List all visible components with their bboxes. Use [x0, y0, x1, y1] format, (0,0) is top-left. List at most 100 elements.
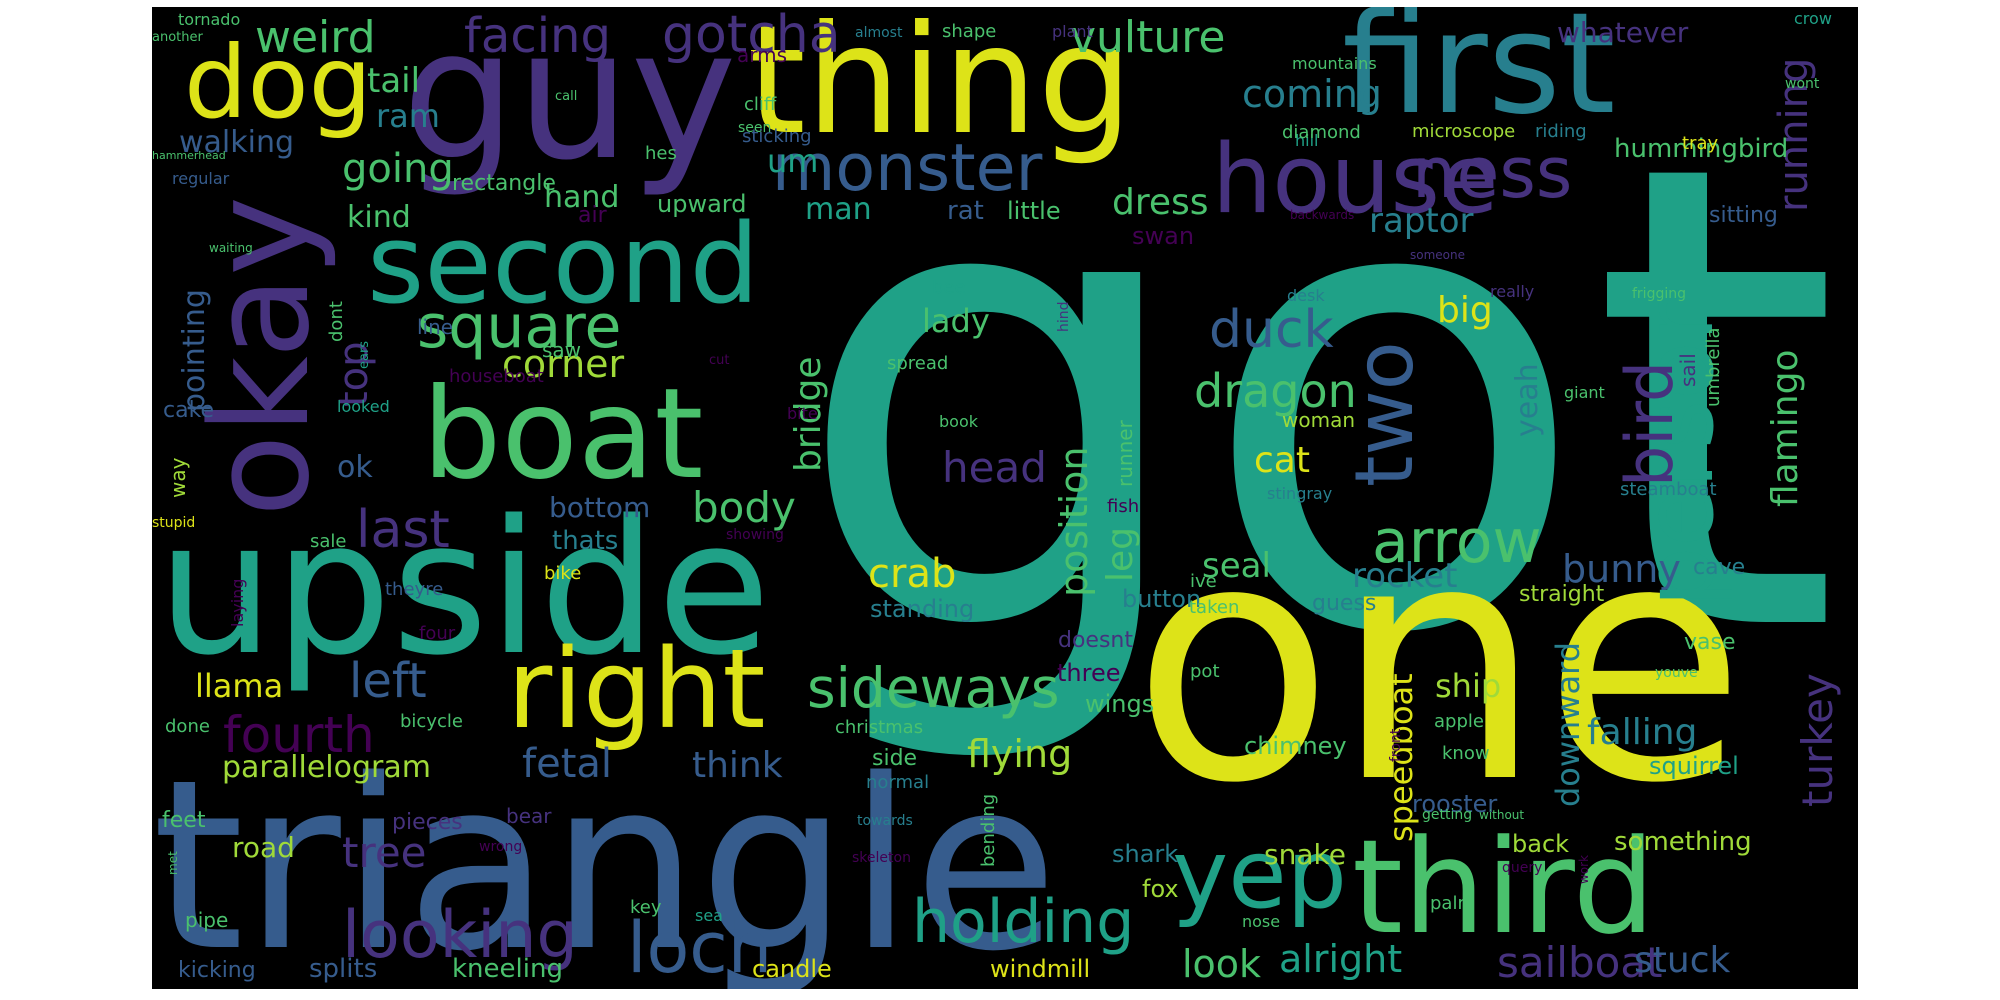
word-bee: bee: [932, 277, 966, 298]
word-big: big: [1437, 290, 1493, 331]
word-cake: cake: [163, 398, 214, 423]
word-top: top: [331, 341, 377, 407]
word-position: position: [1052, 446, 1096, 597]
word-lady: lady: [922, 302, 990, 340]
word-cave: cave: [1693, 555, 1745, 580]
word-thing: thing: [747, 7, 1133, 168]
word-straight: straight: [1519, 582, 1605, 607]
word-okay: okay: [182, 196, 339, 517]
word-upward: upward: [657, 190, 746, 218]
word-going: going: [342, 146, 454, 192]
word-hill: hill: [1295, 131, 1318, 150]
word-fish: fish: [1107, 496, 1139, 517]
word-met: met: [166, 851, 180, 875]
word-road: road: [232, 831, 295, 864]
word-done: done: [165, 716, 210, 737]
word-pot: pot: [1190, 661, 1220, 682]
word-sea: sea: [695, 906, 723, 925]
word-really: really: [1490, 282, 1534, 301]
word-head: head: [942, 443, 1047, 492]
word-sticking: sticking: [742, 126, 812, 147]
word-kneeling: kneeling: [452, 954, 563, 984]
word-boat: boat: [422, 362, 703, 507]
word-youve: youve: [1655, 665, 1698, 681]
word-ship: ship: [1435, 667, 1501, 705]
word-second: second: [367, 200, 759, 328]
word-flamingo: flamingo: [1765, 350, 1806, 508]
word-bird: bird: [1613, 361, 1688, 487]
word-hand: hand: [544, 180, 619, 215]
cloud-background: [152, 7, 1858, 989]
word-ram: ram: [376, 97, 440, 135]
word-stuck: stuck: [1634, 940, 1730, 981]
word-bunny: bunny: [1562, 547, 1681, 591]
word-ears: ears: [357, 341, 372, 369]
word-coming: coming: [1242, 72, 1382, 116]
word-tornado: tornado: [178, 10, 240, 29]
word-taken: taken: [1189, 597, 1239, 618]
word-nose: nose: [1242, 912, 1280, 931]
word-christmas: christmas: [835, 717, 923, 738]
word-shape: shape: [942, 21, 996, 42]
word-bear: bear: [506, 804, 552, 828]
word-bike: bike: [544, 563, 581, 584]
word-first: first: [1342, 7, 1616, 146]
word-windmill: windmill: [990, 955, 1090, 983]
word-falling: falling: [1587, 712, 1697, 753]
word-look: look: [1182, 942, 1261, 986]
word-hind: hind: [1056, 301, 1072, 332]
word-tail: tail: [367, 61, 420, 101]
word-one: one: [1132, 471, 1746, 855]
word-feet: feet: [162, 808, 206, 833]
word-sitting: sitting: [1709, 203, 1778, 228]
word-alright: alright: [1279, 937, 1402, 981]
word-button: button: [1122, 585, 1201, 613]
word-runner: runner: [1113, 419, 1137, 487]
word-getting: getting: [1422, 807, 1472, 823]
word-stingray: stingray: [1267, 484, 1332, 503]
word-stupid: stupid: [152, 515, 195, 531]
word-holding: holding: [912, 887, 1134, 957]
word-waiting: waiting: [209, 241, 253, 255]
word-last: last: [356, 500, 450, 560]
word-backwards: backwards: [1290, 208, 1354, 222]
word-woman: woman: [1282, 408, 1355, 432]
word-left: left: [349, 653, 427, 709]
word-whatever: whatever: [1557, 16, 1689, 49]
word-pieces: pieces: [392, 810, 463, 835]
word-guy: guy: [402, 7, 737, 200]
word-rectangle: rectangle: [452, 171, 556, 196]
word-apple: apple: [1434, 711, 1484, 732]
word-yeah: yeah: [1510, 363, 1545, 437]
word-triangle: triangle: [152, 730, 1058, 989]
word-almost: almost: [855, 25, 903, 41]
word-weird: weird: [255, 12, 376, 63]
word-way: way: [166, 457, 190, 498]
word-houseboat: houseboat: [449, 366, 544, 387]
word-doesnt: doesnt: [1058, 628, 1133, 653]
word-thats: thats: [552, 526, 618, 556]
word-leg: leg: [1100, 527, 1141, 582]
word-vase: vase: [1684, 630, 1736, 655]
word-mountains: mountains: [1292, 54, 1377, 73]
word-hes: hes: [645, 143, 677, 164]
word-think: think: [692, 745, 783, 786]
word-llama: llama: [195, 667, 283, 705]
word-ness: ness: [1412, 132, 1572, 214]
word-got: got: [792, 28, 1841, 773]
word-wings: wings: [1085, 690, 1154, 718]
word-downward: downward: [1549, 642, 1587, 807]
word-laying: laying: [228, 579, 247, 627]
word-parallelogram: parallelogram: [222, 750, 431, 785]
word-bicycle: bicycle: [400, 711, 463, 732]
word-riding: riding: [1535, 121, 1587, 142]
word-plant: plant: [1052, 22, 1093, 41]
word-turkey: turkey: [1793, 673, 1842, 807]
word-looked: looked: [337, 397, 390, 416]
word-side: side: [872, 746, 917, 771]
word-key: key: [630, 897, 662, 918]
word-kicking: kicking: [178, 958, 256, 983]
word-yep: yep: [1172, 820, 1347, 930]
